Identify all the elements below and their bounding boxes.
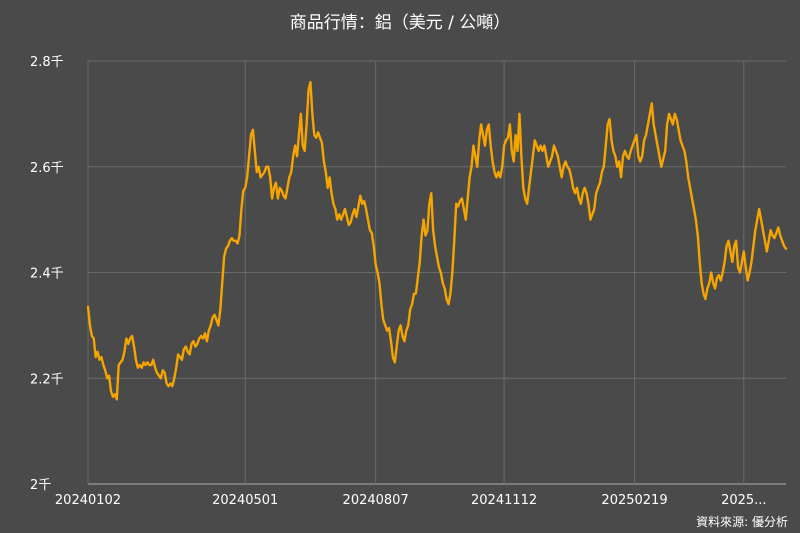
grid-layer [87,60,786,485]
x-tick-label: 20250219 [601,493,667,508]
x-axis-ticks: 20240102 20240501 20240807 20241112 20250219… [55,493,767,508]
chart-title: 商品行情：鋁（美元 / 公噸） [289,13,511,33]
x-tick-label: 20240102 [55,493,121,508]
x-tick-label: 20240807 [343,493,409,508]
y-tick-label: 2千 [30,478,51,493]
x-tick-label: 20241112 [471,493,537,508]
source-note: 資料來源: 優分析 [696,515,788,529]
x-tick-label: 2025... [721,493,766,508]
y-tick-label: 2.4千 [30,267,64,282]
x-tick-label: 20240501 [212,493,278,508]
series-line [86,80,788,401]
y-axis-ticks: 2千 2.2千 2.4千 2.6千 2.8千 [30,55,64,493]
y-tick-label: 2.2千 [30,372,64,387]
y-tick-label: 2.6千 [30,161,64,176]
y-tick-label: 2.8千 [30,55,64,70]
